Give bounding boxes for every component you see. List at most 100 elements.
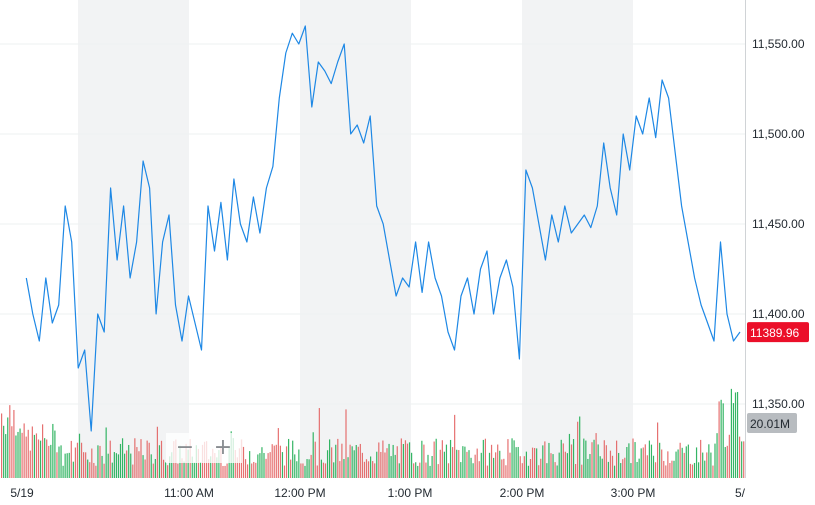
volume-bar: [685, 446, 687, 478]
volume-bar: [21, 432, 23, 478]
volume-bar: [85, 452, 87, 478]
volume-bar: [601, 458, 603, 478]
y-axis: 11,550.00 11,500.00 11,450.00 11,400.00 11,3…: [752, 37, 805, 411]
volume-bar: [50, 444, 52, 478]
volume-bar: [117, 454, 120, 478]
volume-bar: [261, 447, 263, 478]
volume-bar: [267, 453, 269, 478]
volume-bar: [99, 445, 101, 478]
volume-bar: [103, 463, 105, 478]
volume-bar: [80, 442, 83, 478]
volume-bar: [618, 452, 620, 478]
volume-bar: [326, 450, 329, 478]
volume-bar: [171, 452, 173, 478]
volume-bar: [197, 448, 199, 478]
volume-bar: [281, 452, 284, 478]
volume-bar: [402, 443, 404, 478]
volume-bar: [552, 454, 554, 478]
volume-bar: [271, 444, 273, 478]
volume-bar: [540, 458, 542, 478]
volume-bar: [499, 450, 501, 478]
volume-bar: [244, 459, 247, 478]
x-axis: 5/19 11:00 AM 12:00 PM 1:00 PM 2:00 PM 3:00 P…: [10, 486, 745, 500]
volume-bar: [124, 453, 126, 478]
volume-bar: [167, 465, 169, 478]
volume-bar: [702, 452, 704, 478]
volume-bar: [536, 448, 538, 478]
volume-bar: [154, 458, 156, 478]
volume-bar: [320, 459, 322, 478]
volume-bar: [550, 453, 552, 478]
volume-bar: [460, 462, 462, 478]
volume-bar: [667, 451, 669, 478]
volume-bar: [652, 455, 655, 478]
zoom-in-button[interactable]: +: [213, 435, 233, 460]
volume-bar: [234, 450, 236, 478]
volume-bar: [663, 460, 665, 478]
volume-bar: [253, 461, 255, 478]
volume-bar: [279, 445, 281, 478]
volume-bar: [513, 440, 515, 478]
volume-bar: [413, 463, 415, 478]
volume-bar: [423, 444, 425, 478]
volume-bar: [361, 452, 363, 478]
volume-bar: [695, 447, 698, 478]
session-band: [78, 0, 189, 478]
volume-bar: [722, 403, 724, 478]
volume-bar: [605, 445, 607, 478]
volume-bar: [355, 444, 357, 478]
volume-bar: [247, 464, 249, 478]
volume-bar: [509, 452, 511, 478]
price-line: [25, 25, 741, 432]
volume-bar: [493, 457, 495, 478]
volume-bar: [408, 442, 411, 478]
volume-bar: [374, 463, 376, 478]
volume-label: 20.01M: [750, 417, 790, 431]
volume-bar: [650, 444, 653, 478]
volume-bar: [628, 443, 630, 478]
volume-bar: [501, 459, 503, 478]
volume-bar: [183, 461, 185, 478]
volume-bar: [417, 465, 419, 478]
volume-bar: [585, 440, 587, 478]
volume-bar: [283, 465, 286, 478]
volume-bar: [121, 438, 124, 478]
volume-bar: [441, 440, 443, 478]
y-tick-label: 11,550.00: [752, 37, 805, 51]
volume-bar: [226, 463, 228, 478]
volume-bar: [603, 440, 605, 478]
volume-bar: [560, 439, 562, 478]
volume-bar: [345, 409, 347, 478]
volume-bar: [468, 450, 470, 478]
volume-bar: [29, 450, 31, 478]
volume-bar: [644, 444, 646, 478]
volume-bar: [609, 450, 612, 478]
y-tick-label: 11,400.00: [752, 307, 805, 321]
volume-bar: [210, 456, 212, 478]
volume-bar: [314, 441, 316, 478]
volume-bar: [726, 445, 728, 478]
volume-bar: [33, 434, 35, 478]
volume-bar: [400, 438, 402, 478]
price-series-line: [25, 25, 741, 432]
volume-bar: [126, 450, 128, 478]
volume-bar: [193, 462, 195, 478]
volume-bar: [497, 444, 499, 478]
volume-bar: [54, 430, 56, 478]
volume-bar: [25, 436, 27, 478]
volume-bar: [316, 465, 318, 478]
volume-bar: [19, 428, 21, 478]
volume-bar: [3, 425, 5, 478]
volume-bar: [242, 446, 245, 478]
volume-bar: [11, 426, 13, 478]
y-tick-label: 11,500.00: [752, 127, 805, 141]
volume-bar: [562, 443, 564, 478]
volume-bar: [380, 451, 382, 478]
volume-bar: [58, 446, 60, 478]
volume-bar: [476, 448, 478, 478]
volume-bar: [517, 446, 519, 478]
volume-bar: [687, 444, 689, 478]
zoom-out-button[interactable]: −: [175, 435, 195, 460]
volume-bar: [83, 452, 85, 478]
